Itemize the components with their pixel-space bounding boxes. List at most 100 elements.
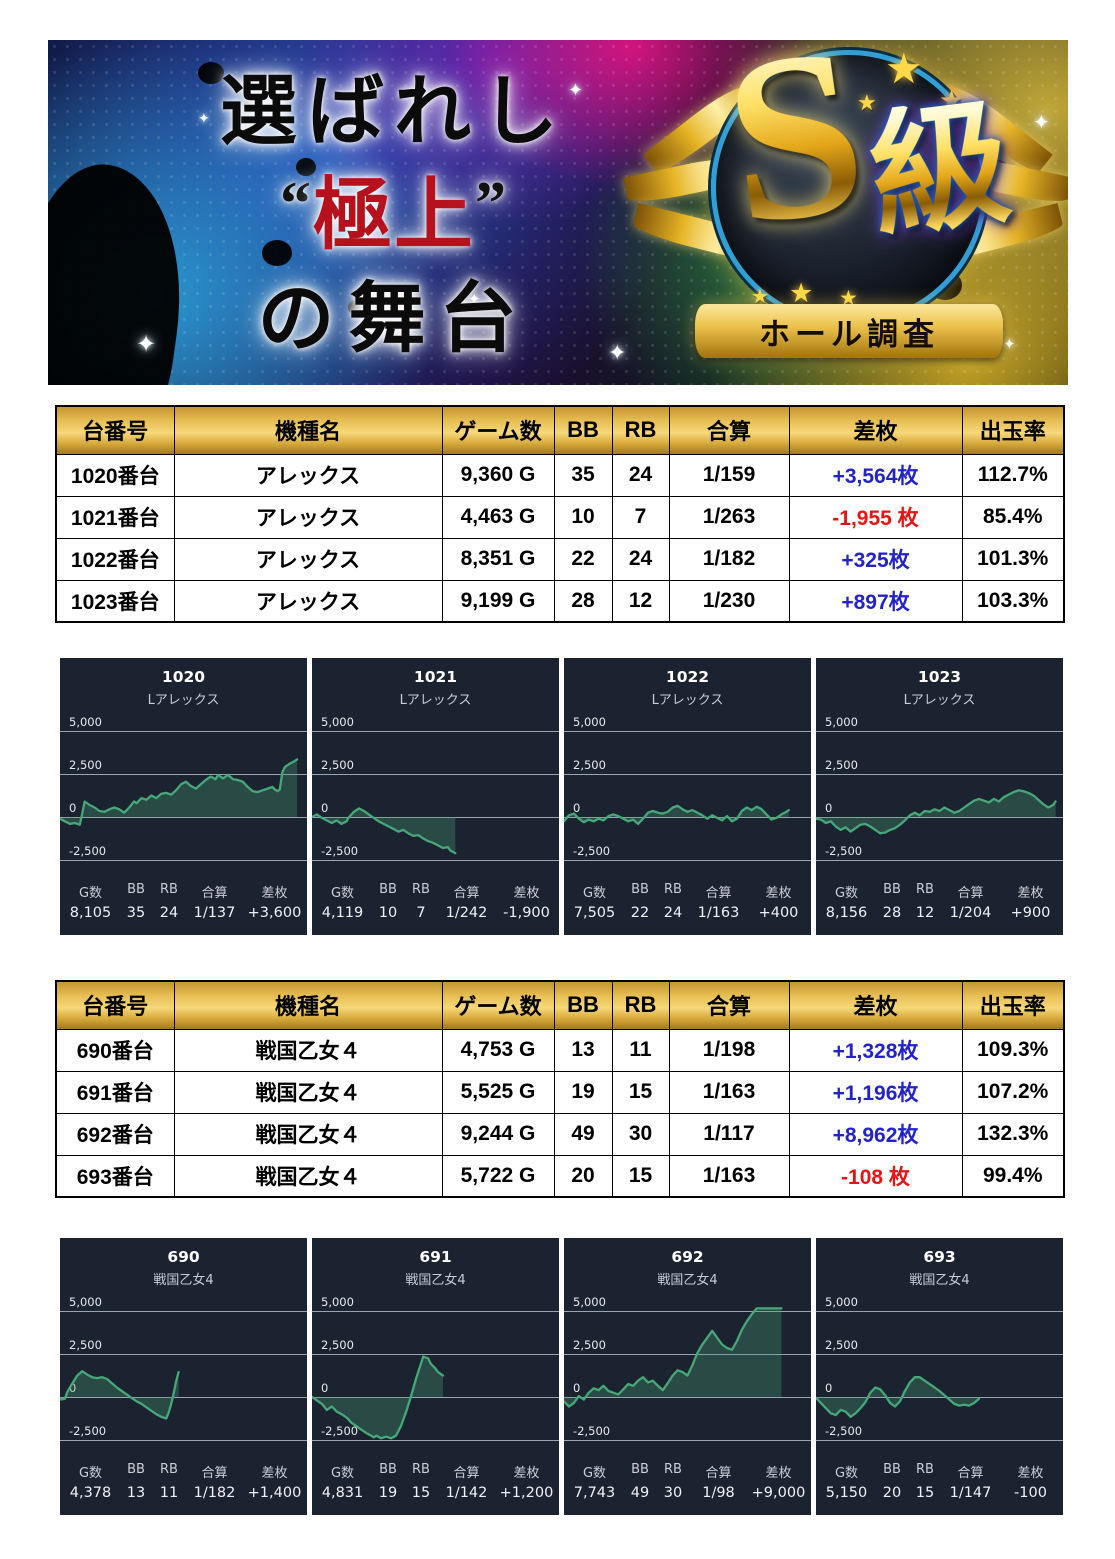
- diff-value: +1,196枚: [832, 1082, 919, 1105]
- games-cell: 5,525 G: [441, 1070, 555, 1114]
- column-header-model: 機種名: [173, 980, 443, 1030]
- chart-stats: G数 BB RB 合算 差枚 4,378 13 11 1/182 +1,400: [60, 1462, 307, 1501]
- headline-line3: の舞台: [257, 275, 531, 362]
- y-axis-label: -2,500: [825, 1424, 863, 1438]
- gridline: [564, 1440, 811, 1442]
- chart-stats: G数 BB RB 合算 差枚 4,831 19 15 1/142 +1,200: [312, 1462, 559, 1501]
- stat-header: 差枚: [765, 1466, 792, 1481]
- stats-header-row: G数 BB RB 合算 差枚: [60, 882, 307, 901]
- stat-value: 1/163: [697, 905, 740, 921]
- chart-unit-number: 1021: [413, 668, 458, 686]
- slump-graph: 5,000 2,500 0 -2,500: [60, 713, 307, 873]
- payout-cell: 132.3%: [961, 1112, 1065, 1156]
- unit-cell: 690番台: [55, 1028, 175, 1072]
- games-cell: 4,753 G: [441, 1028, 555, 1072]
- y-axis-label: 2,500: [573, 1338, 606, 1352]
- y-axis-label: 5,000: [69, 1295, 102, 1309]
- gridline: [60, 817, 307, 819]
- table-header-row: 台番号 機種名 ゲーム数 BB RB 合算 差枚 出玉率: [55, 980, 1065, 1030]
- stat-header: BB: [127, 882, 145, 897]
- diff-value: +325枚: [841, 549, 910, 572]
- stat-value: 7,505: [573, 905, 616, 921]
- stats-header-row: G数 BB RB 合算 差枚: [60, 1462, 307, 1481]
- diff-value: +1,328枚: [832, 1040, 919, 1063]
- column-header-diff: 差枚: [788, 980, 963, 1030]
- y-axis-label: -2,500: [825, 844, 863, 858]
- chart-card-692: 692 戦国乙女4 5,000 2,500 0 -2,500 G数 BB RB 合算 差…: [564, 1238, 811, 1515]
- payout-cell: 103.3%: [961, 579, 1065, 623]
- column-header-diff: 差枚: [788, 405, 963, 455]
- sparkle-icon: ✦: [198, 110, 210, 126]
- stat-value: 1/147: [949, 1485, 992, 1501]
- table-row: 1023番台 アレックス 9,199 G 28 12 1/230 +897枚 1…: [55, 579, 1065, 623]
- y-axis-label: 0: [825, 801, 833, 815]
- stat-value: 15: [411, 1485, 431, 1501]
- games-cell: 9,199 G: [441, 579, 555, 623]
- payout-cell: 109.3%: [961, 1028, 1065, 1072]
- stat-value: 10: [378, 905, 398, 921]
- gridline: [312, 1311, 559, 1313]
- column-header-model: 機種名: [173, 405, 443, 455]
- slump-line-chart: [564, 1307, 783, 1408]
- gridline: [564, 774, 811, 776]
- chart-card-1021: 1021 Lアレックス 5,000 2,500 0 -2,500 G数 BB RB 合…: [312, 658, 559, 935]
- stats-header-row: G数 BB RB 合算 差枚: [564, 882, 811, 901]
- hero-banner: ✦ ✦ ✦ ✦ ✦ ✦ ✦ ✦ ✦ 選ばれし “極上” の舞台 ★ ★ ★ ★ …: [48, 40, 1068, 385]
- column-header-combined: 合算: [668, 405, 790, 455]
- stat-header: RB: [412, 1462, 430, 1477]
- stat-header: RB: [160, 1462, 178, 1477]
- bb-cell: 22: [553, 537, 613, 581]
- stat-value: 1/242: [445, 905, 488, 921]
- y-axis-label: 5,000: [573, 715, 606, 729]
- stat-value: 8,156: [825, 905, 868, 921]
- stat-value: +1,200: [499, 1485, 554, 1501]
- combined-cell: 1/230: [668, 579, 790, 623]
- slump-graph: 5,000 2,500 0 -2,500: [312, 1293, 559, 1453]
- stat-value: 19: [378, 1485, 398, 1501]
- stats-header-row: G数 BB RB 合算 差枚: [312, 1462, 559, 1481]
- table-row: 692番台 戦国乙女４ 9,244 G 49 30 1/117 +8,962枚 …: [55, 1112, 1065, 1156]
- column-header-rb: RB: [611, 980, 670, 1030]
- stat-header: 合算: [957, 886, 984, 901]
- stat-header: 合算: [705, 1466, 732, 1481]
- gridline: [312, 1354, 559, 1356]
- slump-line-chart: [564, 804, 790, 826]
- y-axis-label: -2,500: [321, 1424, 359, 1438]
- sparkle-icon: ✦: [568, 80, 584, 100]
- column-header-rb: RB: [611, 405, 670, 455]
- column-header-unit: 台番号: [55, 980, 175, 1030]
- rb-cell: 15: [611, 1070, 670, 1114]
- model-cell: アレックス: [173, 453, 443, 497]
- y-axis-label: 2,500: [825, 1338, 858, 1352]
- banner-headline: 選ばれし “極上” の舞台: [144, 62, 644, 371]
- stats-value-row: 7,743 49 30 1/98 +9,000: [564, 1485, 811, 1501]
- ribbon-label: ホール調査: [759, 316, 939, 352]
- table-row: 690番台 戦国乙女４ 4,753 G 13 11 1/198 +1,328枚 …: [55, 1028, 1065, 1072]
- slump-line-chart: [816, 1376, 981, 1418]
- y-axis-label: 2,500: [573, 758, 606, 772]
- games-cell: 8,351 G: [441, 537, 555, 581]
- table-row: 693番台 戦国乙女４ 5,722 G 20 15 1/163 -108 枚 9…: [55, 1154, 1065, 1198]
- combined-cell: 1/198: [668, 1028, 790, 1072]
- stat-value: 35: [126, 905, 146, 921]
- chart-unit-number: 1022: [665, 668, 710, 686]
- stat-header: RB: [916, 882, 934, 897]
- stat-header: RB: [916, 1462, 934, 1477]
- model-cell: 戦国乙女４: [173, 1070, 443, 1114]
- stat-value: 4,119: [321, 905, 364, 921]
- gridline: [564, 1354, 811, 1356]
- s-rank-emblem: ★ ★ ★ ★ ★ ★ S 級 ホール調査: [623, 40, 1068, 384]
- y-axis-label: 2,500: [321, 758, 354, 772]
- stat-header: BB: [631, 882, 649, 897]
- stat-header: G数: [582, 1466, 607, 1481]
- gridline: [816, 817, 1063, 819]
- gridline: [816, 1311, 1063, 1313]
- y-axis-label: -2,500: [573, 1424, 611, 1438]
- stat-value: 1/204: [949, 905, 992, 921]
- chart-unit-number: 690: [167, 1248, 200, 1266]
- ink-splat: [198, 62, 224, 84]
- star-icon: ★: [751, 286, 769, 308]
- stat-value: 12: [915, 905, 935, 921]
- rb-cell: 7: [611, 495, 670, 539]
- gridline: [312, 860, 559, 862]
